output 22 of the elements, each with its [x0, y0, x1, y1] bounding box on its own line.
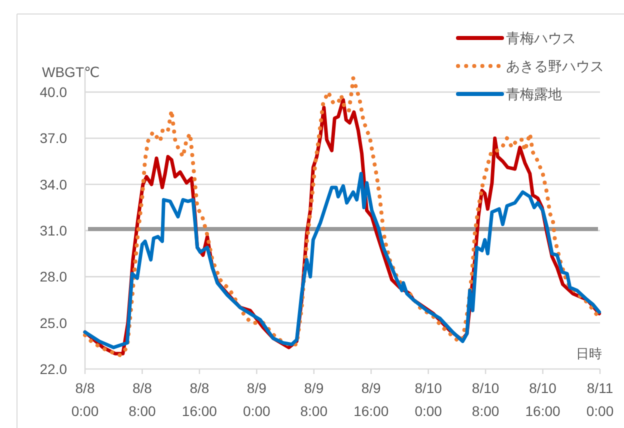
y-tick-label: 25.0: [40, 314, 68, 331]
x-tick-label: 8/11 0:00: [586, 380, 614, 419]
y-tick-label: 28.0: [40, 268, 68, 285]
x-tick-label: 8/10 16:00: [525, 380, 560, 419]
y-tick-label: 31.0: [40, 222, 68, 239]
y-tick-label: 37.0: [40, 130, 68, 146]
x-tick-label: 8/10 0:00: [414, 380, 442, 419]
y-axis-title: WBGT℃: [42, 64, 100, 80]
x-tick-label: 8/9 8:00: [300, 380, 328, 419]
x-tick-label: 8/8 16:00: [182, 380, 218, 419]
x-tick-label: 8/9 0:00: [243, 380, 271, 419]
x-tick-label: 8/10 8:00: [472, 380, 500, 419]
x-axis-title: 日時: [576, 346, 602, 361]
legend-label: あきる野ハウス: [506, 58, 604, 74]
legend-label: 青梅ハウス: [506, 30, 576, 46]
x-tick-label: 8/9 16:00: [354, 380, 389, 419]
x-tick-label: 8/8 0:00: [71, 380, 99, 419]
y-tick-label: 40.0: [40, 84, 68, 100]
x-tick-label: 8/8 8:00: [128, 380, 156, 419]
legend-label: 青梅露地: [506, 86, 562, 102]
y-tick-label: 34.0: [40, 176, 68, 192]
y-tick-label: 22.0: [40, 361, 68, 377]
